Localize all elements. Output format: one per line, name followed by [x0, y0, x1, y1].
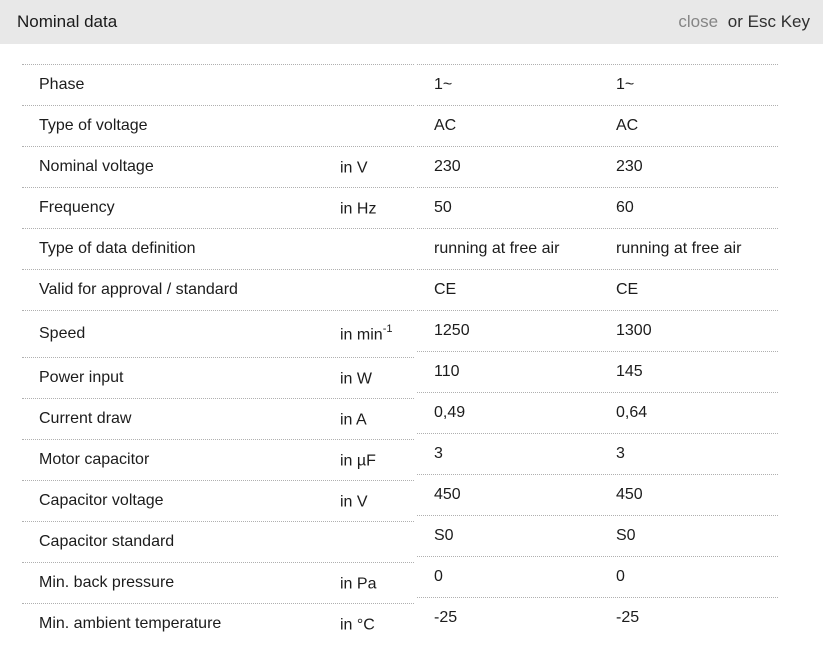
- row-label: Phase: [39, 76, 85, 93]
- row-label: Nominal voltage: [39, 158, 154, 175]
- table-row-label-unit: Power input in W: [22, 357, 414, 398]
- row-label: Capacitor voltage: [39, 492, 164, 509]
- value-variant-2: 450: [616, 486, 643, 503]
- row-label: Type of data definition: [39, 240, 196, 257]
- table-row-values: 0 0: [417, 556, 778, 597]
- table-row-label-unit: Type of voltage: [22, 105, 414, 146]
- row-unit: in Hz: [340, 200, 377, 218]
- row-unit: in °C: [340, 616, 375, 634]
- value-variant-2: -25: [616, 609, 640, 626]
- row-label: Motor capacitor: [39, 451, 150, 468]
- table-row-label-unit: Min. back pressure in Pa: [22, 562, 414, 603]
- value-variant-2: 0,64: [616, 404, 648, 421]
- row-label: Speed: [39, 325, 86, 342]
- table-row-label-unit: Speed in min-1: [22, 310, 414, 357]
- table-row-values: 50 60: [417, 187, 778, 228]
- value-variant-1: 1~: [434, 76, 453, 93]
- table-row-label-unit: Frequency in Hz: [22, 187, 414, 228]
- value-variant-2: CE: [616, 281, 639, 298]
- value-variant-2: 3: [616, 445, 625, 462]
- table-row-values: 110 145: [417, 351, 778, 392]
- table-row-values: 230 230: [417, 146, 778, 187]
- value-variant-1: CE: [434, 281, 457, 298]
- value-variant-1: 0: [434, 568, 443, 585]
- row-label: Frequency: [39, 199, 115, 216]
- label-unit-column-group: Phase Type of voltage Nominal voltage in…: [22, 64, 414, 644]
- row-unit: in Pa: [340, 575, 377, 593]
- values-column-group: 1~ 1~ AC AC 230 230 50 60 running at fre…: [417, 64, 778, 638]
- value-variant-2: 1300: [616, 322, 652, 339]
- value-variant-2: AC: [616, 117, 639, 134]
- value-variant-1: 230: [434, 158, 461, 175]
- row-label: Valid for approval / standard: [39, 281, 238, 298]
- row-label: Min. back pressure: [39, 574, 175, 591]
- table-row-label-unit: Phase: [22, 64, 414, 105]
- row-label: Current draw: [39, 410, 132, 427]
- row-unit: in µF: [340, 452, 376, 470]
- modal-title: Nominal data: [17, 12, 118, 31]
- value-variant-1: 110: [434, 363, 460, 380]
- value-variant-2: S0: [616, 527, 636, 544]
- table-row-label-unit: Valid for approval / standard: [22, 269, 414, 310]
- value-variant-1: running at free air: [434, 240, 560, 257]
- row-label: Capacitor standard: [39, 533, 175, 550]
- table-row-values: CE CE: [417, 269, 778, 310]
- esc-key-hint: or Esc Key: [727, 12, 810, 31]
- value-variant-2: 145: [616, 363, 643, 380]
- value-variant-2: 0: [616, 568, 625, 585]
- table-row-values: 450 450: [417, 474, 778, 515]
- modal-header: Nominal data close or Esc Key: [0, 0, 823, 44]
- value-variant-1: S0: [434, 527, 454, 544]
- table-row-label-unit: Current draw in A: [22, 398, 414, 439]
- table-row-label-unit: Capacitor standard: [22, 521, 414, 562]
- table-row-values: running at free air running at free air: [417, 228, 778, 269]
- value-variant-1: 50: [434, 199, 452, 216]
- value-variant-1: 0,49: [434, 404, 466, 421]
- close-button[interactable]: close: [678, 12, 719, 31]
- table-row-values: S0 S0: [417, 515, 778, 556]
- table-row-values: AC AC: [417, 105, 778, 146]
- row-label: Type of voltage: [39, 117, 148, 134]
- row-unit: in min-1: [340, 322, 393, 344]
- value-variant-2: 60: [616, 199, 634, 216]
- row-label: Power input: [39, 369, 124, 386]
- value-variant-1: 3: [434, 445, 443, 462]
- table-row-values: -25 -25: [417, 597, 778, 638]
- row-unit: in W: [340, 370, 372, 388]
- row-unit: in V: [340, 159, 368, 177]
- table-row-label-unit: Motor capacitor in µF: [22, 439, 414, 480]
- table-row-label-unit: Nominal voltage in V: [22, 146, 414, 187]
- value-variant-1: -25: [434, 609, 458, 626]
- close-area: close or Esc Key: [678, 12, 810, 32]
- row-unit: in A: [340, 411, 367, 429]
- value-variant-1: AC: [434, 117, 457, 134]
- value-variant-2: 1~: [616, 76, 635, 93]
- table-row-values: 3 3: [417, 433, 778, 474]
- value-variant-2: running at free air: [616, 240, 742, 257]
- row-unit: in V: [340, 493, 368, 511]
- table-row-label-unit: Min. ambient temperature in °C: [22, 603, 414, 644]
- value-variant-1: 1250: [434, 322, 470, 339]
- table-row-values: 1250 1300: [417, 310, 778, 351]
- value-variant-2: 230: [616, 158, 643, 175]
- row-label: Min. ambient temperature: [39, 615, 222, 632]
- table-row-values: 0,49 0,64: [417, 392, 778, 433]
- value-variant-1: 450: [434, 486, 461, 503]
- table-row-label-unit: Type of data definition: [22, 228, 414, 269]
- table-row-values: 1~ 1~: [417, 64, 778, 105]
- table-row-label-unit: Capacitor voltage in V: [22, 480, 414, 521]
